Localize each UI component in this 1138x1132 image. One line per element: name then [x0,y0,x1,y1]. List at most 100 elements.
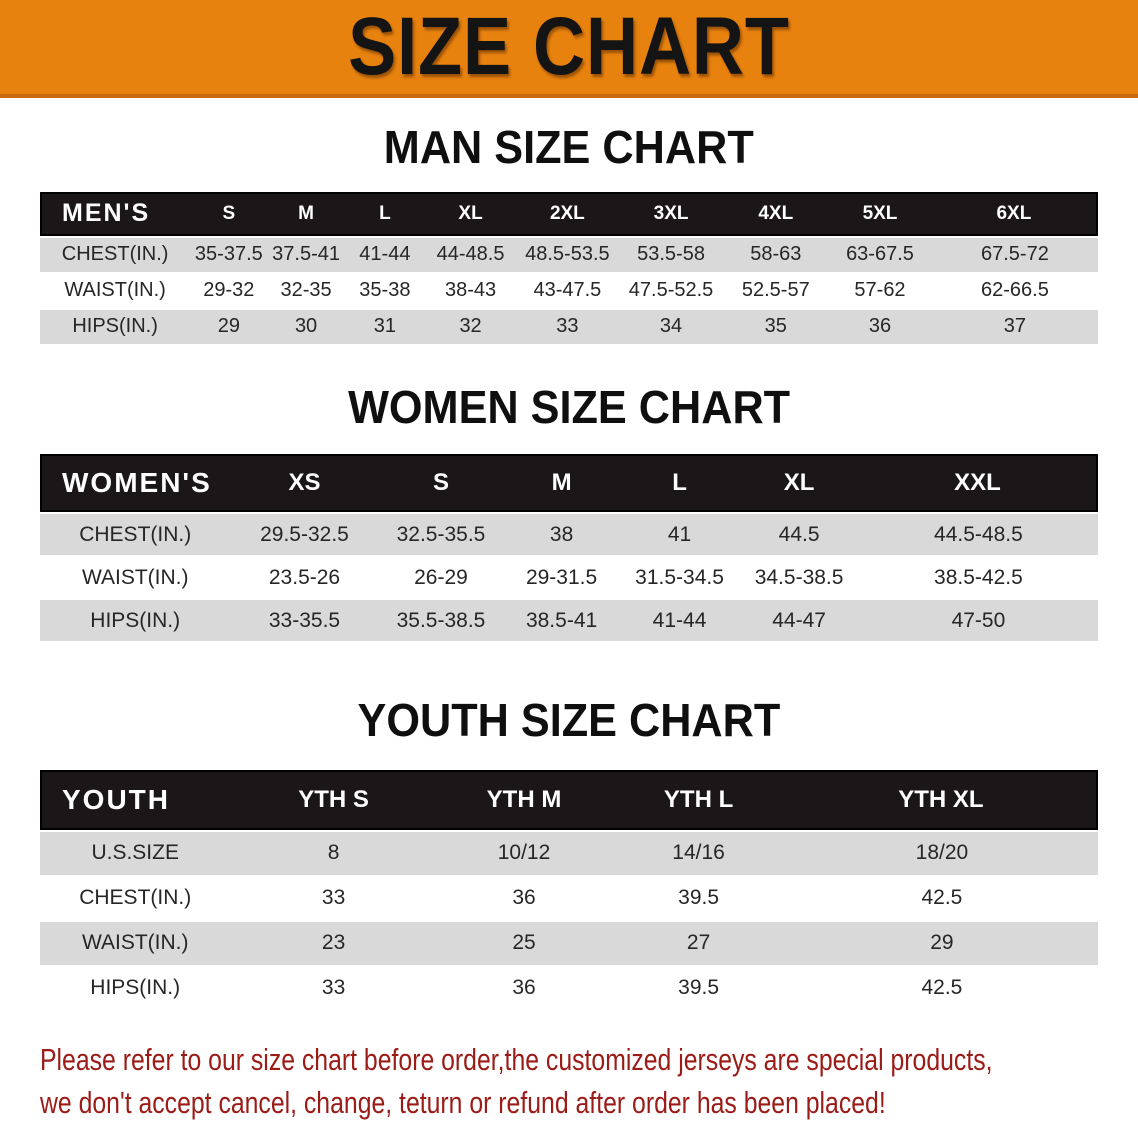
measurement-label: HIPS(IN.) [40,309,191,344]
women-header-row: WOMEN'S XS S M L XL XXL [40,454,1098,513]
measurement-value: 67.5-72 [931,237,1098,272]
size-column-header: S [190,191,268,236]
measurement-value: 36 [436,966,612,1010]
measurement-value: 34 [618,309,724,344]
size-column-header: YTH S [230,769,437,830]
measurement-value: 29 [785,921,1098,965]
size-column-header: XL [739,454,859,513]
measurement-label: HIPS(IN.) [40,966,231,1010]
measurement-value: 38.5-42.5 [858,557,1098,599]
measurement-value: 23.5-26 [230,557,379,599]
men-size-table: MEN'S S M L XL 2XL 3XL 4XL 5XL 6XL CHEST(IN.) 35-37… [40,190,1098,346]
men-header-row: MEN'S S M L XL 2XL 3XL 4XL 5XL 6XL [40,191,1098,236]
measurement-value: 25 [436,921,612,965]
youth-table-corner-label: YOUTH [40,769,231,830]
youth-size-table-slot: YOUTH YTH S YTH M YTH L YTH XL U.S.SIZE 8 10/12… [0,768,1138,1012]
measurement-value: 33 [230,966,437,1010]
measurement-value: 36 [436,876,612,920]
table-row: CHEST(IN.) 35-37.5 37.5-41 41-44 44-48.5 48.5… [40,237,1098,272]
measurement-label: WAIST(IN.) [40,557,231,599]
size-column-header: 4XL [723,191,829,236]
measurement-value: 38 [503,514,620,556]
measurement-value: 38-43 [425,273,517,308]
youth-size-section: YOUTH SIZE CHART YOUTH YTH S YTH M YTH L YTH… [0,695,1138,1012]
measurement-value: 31.5-34.5 [619,557,740,599]
measurement-value: 29.5-32.5 [230,514,379,556]
men-size-table-slot: MEN'S S M L XL 2XL 3XL 4XL 5XL 6XL CHEST(IN.) 35-37… [0,190,1138,346]
measurement-value: 47.5-52.5 [618,273,724,308]
disclaimer-line-1: Please refer to our size chart before or… [40,1041,993,1077]
measurement-value: 35.5-38.5 [378,600,504,642]
measurement-value: 29-31.5 [503,557,620,599]
women-size-section: WOMEN SIZE CHART WOMEN'S XS S M L XL XXL CHEST(… [0,380,1138,644]
measurement-value: 33 [516,309,619,344]
measurement-value: 44.5 [739,514,859,556]
women-section-title: WOMEN SIZE CHART [347,380,790,433]
measurement-value: 47-50 [858,600,1098,642]
size-column-header: 2XL [516,191,619,236]
measurement-value: 41-44 [344,237,426,272]
measurement-value: 32-35 [267,273,345,308]
measurement-value: 36 [828,309,932,344]
measurement-value: 44.5-48.5 [858,514,1098,556]
measurement-value: 8 [230,831,437,875]
table-row: WAIST(IN.) 23 25 27 29 [40,921,1098,965]
table-row: WAIST(IN.) 23.5-26 26-29 29-31.5 31.5-34.5 34… [40,557,1098,599]
measurement-value: 32.5-35.5 [378,514,504,556]
measurement-value: 62-66.5 [931,273,1098,308]
women-size-table: WOMEN'S XS S M L XL XXL CHEST(IN.) 29.5-32.5 32.5… [40,452,1098,643]
measurement-value: 42.5 [785,876,1098,920]
measurement-value: 26-29 [378,557,504,599]
measurement-value: 52.5-57 [723,273,829,308]
measurement-value: 48.5-53.5 [516,237,619,272]
table-row: CHEST(IN.) 33 36 39.5 42.5 [40,876,1098,920]
measurement-value: 44-48.5 [425,237,517,272]
size-column-header: 3XL [618,191,724,236]
measurement-value: 35-38 [344,273,426,308]
measurement-value: 35 [723,309,829,344]
measurement-value: 30 [267,309,345,344]
measurement-value: 29-32 [190,273,268,308]
measurement-value: 63-67.5 [828,237,932,272]
measurement-value: 35-37.5 [190,237,268,272]
measurement-value: 39.5 [611,966,786,1010]
measurement-value: 43-47.5 [516,273,619,308]
measurement-value: 37 [931,309,1098,344]
measurement-label: U.S.SIZE [40,831,231,875]
size-column-header: M [267,191,345,236]
table-row: U.S.SIZE 8 10/12 14/16 18/20 [40,831,1098,875]
measurement-value: 37.5-41 [267,237,345,272]
size-column-header: M [503,454,620,513]
measurement-value: 10/12 [436,831,612,875]
size-column-header: S [378,454,504,513]
measurement-value: 41 [619,514,740,556]
table-row: CHEST(IN.) 29.5-32.5 32.5-35.5 38 41 44.5 44.5… [40,514,1098,556]
size-column-header: XL [425,191,517,236]
size-column-header: YTH L [611,769,786,830]
table-row: WAIST(IN.) 29-32 32-35 35-38 38-43 43-47.5 47.… [40,273,1098,308]
banner-title: SIZE CHART [348,1,790,92]
measurement-value: 39.5 [611,876,786,920]
measurement-value: 42.5 [785,966,1098,1010]
men-section-title: MAN SIZE CHART [384,121,754,173]
measurement-value: 38.5-41 [503,600,620,642]
measurement-value: 53.5-58 [618,237,724,272]
size-column-header: L [619,454,740,513]
men-size-section: MAN SIZE CHART MEN'S S M L XL 2XL 3XL 4XL 5XL 6XL… [0,122,1138,346]
size-column-header: XS [230,454,379,513]
disclaimer-line-2: we don't accept cancel, change, teturn o… [40,1085,886,1121]
size-column-header: 5XL [828,191,932,236]
size-column-header: 6XL [931,191,1098,236]
measurement-value: 29 [190,309,268,344]
measurement-value: 44-47 [739,600,859,642]
measurement-label: WAIST(IN.) [40,273,191,308]
measurement-label: CHEST(IN.) [40,876,231,920]
size-column-header: YTH M [436,769,612,830]
women-table-corner-label: WOMEN'S [40,454,231,513]
measurement-value: 33 [230,876,437,920]
disclaimer: Please refer to our size chart before or… [40,1038,1138,1125]
table-row: HIPS(IN.) 33-35.5 35.5-38.5 38.5-41 41-44 44-… [40,600,1098,642]
measurement-label: CHEST(IN.) [40,237,191,272]
measurement-value: 41-44 [619,600,740,642]
table-row: HIPS(IN.) 29 30 31 32 33 34 35 36 37 [40,309,1098,344]
